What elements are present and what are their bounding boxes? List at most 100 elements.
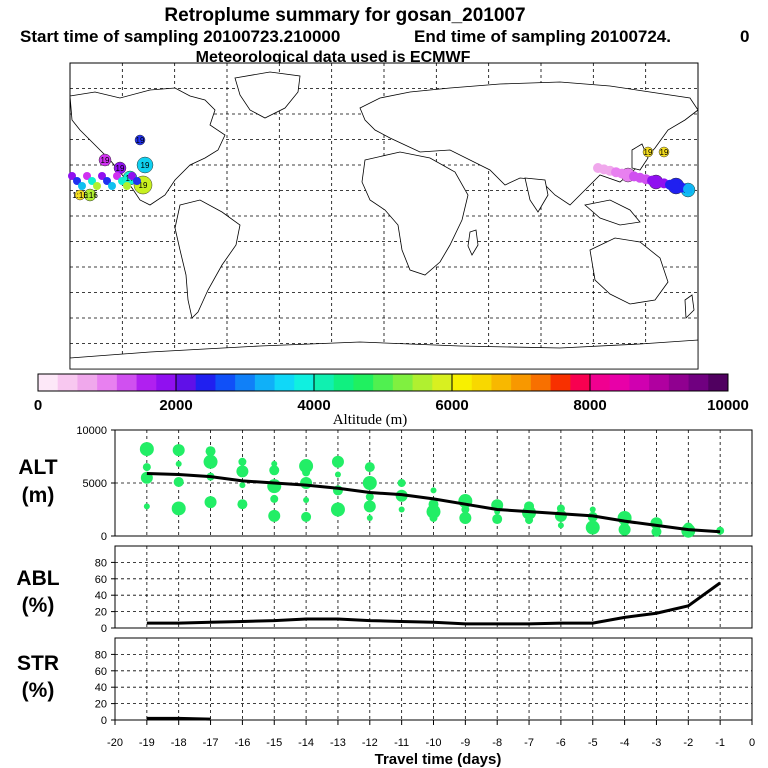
x-tick-label: -16: [234, 737, 250, 749]
altitude-scatter-point: [301, 511, 312, 522]
colorbar-xlabel: Altitude (m): [333, 412, 408, 428]
colorbar-cell: [38, 374, 59, 391]
plume-cluster-dot: [683, 184, 693, 194]
x-tick-label: -14: [298, 737, 314, 749]
plume-cluster-dot: [73, 177, 81, 185]
colorbar-cell: [392, 374, 414, 391]
altitude-scatter-point: [142, 463, 151, 472]
antarctica: [69, 339, 699, 370]
altitude-scatter-point: [139, 442, 154, 457]
plume-marker-label: 19: [116, 164, 125, 173]
colorbar-cell: [432, 374, 453, 391]
altitude-scatter-point: [364, 462, 375, 473]
x-tick-label: -4: [620, 737, 630, 749]
north-america: [69, 87, 226, 206]
altitude-scatter-point: [270, 494, 279, 503]
alt-panel: ALT (m) 0 5000 10000: [18, 425, 753, 543]
abl-panel: ABL (%) 0 20 40 60 80: [16, 545, 753, 635]
colorbar-cell: [668, 374, 690, 391]
colorbar-cell: [570, 374, 591, 391]
altitude-scatter-point: [397, 479, 406, 487]
plume-cluster-dot: [78, 182, 86, 190]
colorbar-cell: [235, 374, 256, 391]
colorbar-tick-label: 0: [34, 397, 42, 414]
series-line: [146, 471, 721, 534]
plume-marker-label: 19: [101, 156, 110, 165]
y-tick-label: 40: [95, 590, 107, 602]
altitude-scatter-point: [618, 523, 631, 536]
altitude-scatter-point: [171, 501, 186, 516]
colorbar-cell: [511, 374, 532, 391]
madagascar: [467, 229, 479, 256]
plume-cluster-dot: [128, 172, 136, 180]
travel-time-axis: Travel time (days) -20 -19 -18 -17 -16 -15 -14…: [107, 720, 755, 768]
plume-cluster-dot: [123, 182, 131, 190]
colorbar-cell: [550, 374, 571, 391]
se-asia-islands: [584, 199, 641, 226]
plume-marker: [658, 146, 670, 158]
colorbar-cell: [176, 374, 197, 391]
altitude-scatter-point: [268, 509, 281, 522]
colorbar-cell: [629, 374, 650, 391]
colorbar-cell: [116, 374, 138, 391]
australia: [589, 237, 669, 305]
altitude-scatter-point: [589, 506, 596, 513]
altitude-scatter-point: [205, 446, 216, 457]
colorbar-tick-label: 6000: [435, 397, 468, 414]
y-tick-label: 0: [101, 531, 107, 543]
altitude-scatter-point: [363, 500, 376, 513]
greenland: [234, 71, 301, 119]
plume-cluster-dot: [98, 172, 106, 180]
x-tick-label: -6: [556, 737, 566, 749]
altitude-scatter-point: [331, 455, 344, 468]
plume-cluster-dot: [88, 177, 96, 185]
x-tick-label: -12: [362, 737, 378, 749]
end-time-suffix: 0: [740, 27, 749, 46]
y-tick-label: 40: [95, 682, 107, 694]
met-data-label: Meteorological data used is ECMWF: [196, 49, 471, 66]
plume-marker-label: 19: [141, 161, 150, 170]
altitude-scatter-point: [362, 476, 377, 490]
altitude-scatter-point: [303, 496, 310, 503]
altitude-scatter-point: [330, 502, 345, 517]
plume-marker-label: 19: [660, 148, 669, 157]
altitude-colorbar: 0 2000 4000 6000 8000 10000 Altitude (m): [34, 373, 749, 428]
colorbar-cell: [254, 374, 276, 391]
altitude-scatter-point: [269, 465, 280, 476]
plume-marker: [98, 153, 112, 167]
abl-label: ABL: [16, 567, 59, 590]
altitude-scatter-point: [525, 516, 534, 525]
colorbar-cell: [471, 374, 492, 391]
colorbar-cell: [353, 374, 374, 391]
altitude-scatter-point: [366, 514, 373, 521]
colorbar-tick-label: 4000: [297, 397, 330, 414]
x-tick-label: 0: [749, 737, 755, 749]
colorbar-cell: [452, 374, 473, 391]
x-tick-label: -7: [524, 737, 534, 749]
altitude-scatter-point: [302, 468, 311, 477]
altitude-scatter-point: [426, 504, 441, 519]
plume-marker-label: 19: [139, 181, 148, 190]
colorbar-cell: [649, 374, 670, 391]
altitude-scatter-point: [143, 503, 150, 510]
colorbar-cell: [491, 374, 512, 391]
colorbar-cell: [333, 374, 354, 391]
y-tick-label: 80: [95, 557, 107, 569]
x-tick-label: -18: [171, 737, 187, 749]
colorbar-tick-label: 2000: [159, 397, 192, 414]
plume-cluster-dot: [93, 182, 101, 190]
altitude-scatter-point: [459, 511, 472, 524]
altitude-scatter-point: [237, 499, 248, 510]
x-tick-label: -17: [203, 737, 219, 749]
plume-cluster-dot: [103, 177, 111, 185]
altitude-scatter-point: [238, 457, 247, 466]
str-unit-label: (%): [22, 679, 55, 702]
abl-unit-label: (%): [22, 594, 55, 617]
x-tick-label: -19: [139, 737, 155, 749]
plume-marker-label: 1:16: [72, 191, 88, 200]
y-tick-label: 5000: [83, 478, 107, 490]
colorbar-cell: [688, 374, 709, 391]
x-tick-label: -8: [492, 737, 502, 749]
africa: [361, 151, 469, 276]
